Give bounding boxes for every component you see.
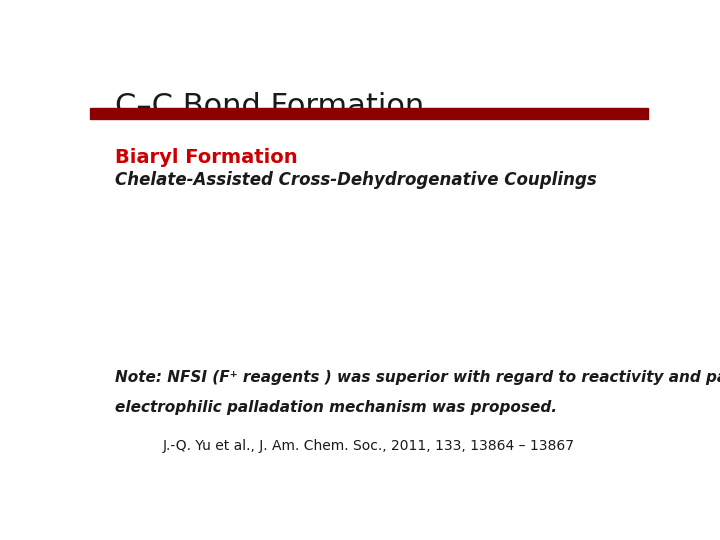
Text: J.-Q. Yu et al., J. Am. Chem. Soc., 2011, 133, 13864 – 13867: J.-Q. Yu et al., J. Am. Chem. Soc., 2011… — [163, 439, 575, 453]
FancyBboxPatch shape — [90, 109, 648, 119]
Text: Note: NFSI (F⁺ reagents ) was superior with regard to reactivity and para select: Note: NFSI (F⁺ reagents ) was superior w… — [115, 370, 720, 386]
Text: Biaryl Formation: Biaryl Formation — [115, 148, 298, 167]
Text: electrophilic palladation mechanism was proposed.: electrophilic palladation mechanism was … — [115, 400, 557, 415]
Text: C–C Bond Formation: C–C Bond Formation — [115, 92, 424, 121]
Text: Chelate-Assisted Cross-Dehydrogenative Couplings: Chelate-Assisted Cross-Dehydrogenative C… — [115, 171, 597, 189]
